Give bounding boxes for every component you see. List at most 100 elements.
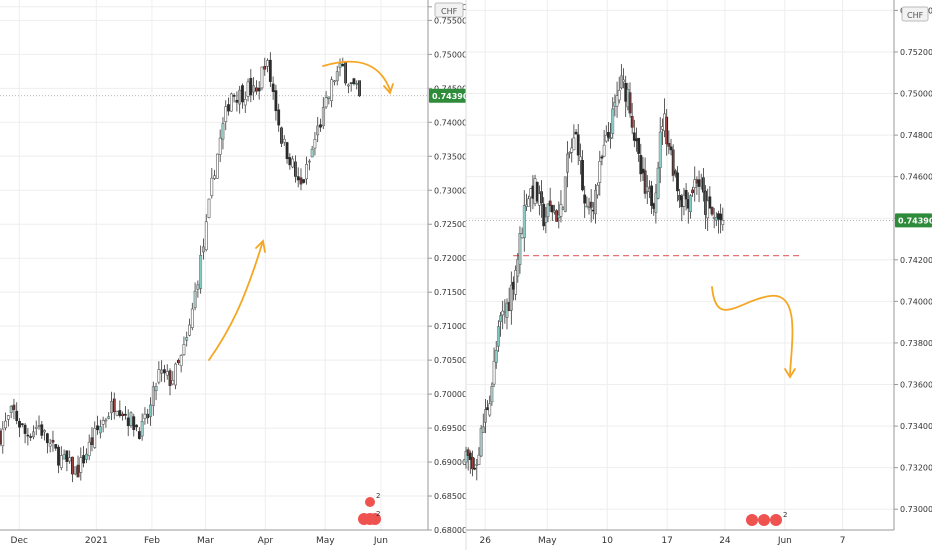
candle [135,424,138,432]
candle [313,132,317,156]
candle [210,168,214,199]
candle-body [697,179,701,187]
candle [609,122,612,149]
candle-body [721,220,725,225]
candle [535,181,539,204]
candle [490,382,494,406]
candle [252,77,256,101]
candle [185,331,189,347]
candle-body [583,194,587,204]
candle [132,413,136,437]
price-tag-bg [895,213,932,228]
candle [335,65,339,86]
candle [96,415,99,435]
ytick-label: 0.73600 [900,381,932,390]
candle [249,69,253,103]
candle-body [229,93,233,112]
left-currency-badge: CHF [434,2,464,18]
candle-body [232,95,236,97]
xtick-label: 17 [661,536,672,546]
event-icon[interactable] [746,514,758,526]
ytick-label: 0.72500 [434,220,467,229]
left-currency-label: CHF [441,7,458,16]
candle-body [527,198,530,207]
event-icon[interactable] [369,513,381,525]
drop-arrow-head [784,368,796,379]
candle [689,194,692,219]
candle [101,416,105,433]
event-icon[interactable] [365,497,375,507]
candle [327,96,331,105]
candle [574,128,578,135]
candle [316,116,320,143]
candle-body [65,450,69,462]
candle [701,167,705,202]
candle [277,103,281,132]
candle [62,449,66,460]
candle [15,402,19,425]
candle-body [632,132,636,141]
candle [349,82,353,92]
candle-body [296,176,300,181]
candle [190,302,194,331]
candle [280,126,283,147]
candle [496,320,500,352]
candle [708,186,712,209]
candle-body [574,131,578,135]
candle-body [23,424,27,434]
candle-body [132,416,136,430]
candle [29,433,33,441]
candle [548,187,552,213]
left-yaxis: 0.68000 0.68500 0.69000 0.69500 0.70000 0.705… [428,3,467,535]
candle [527,195,530,207]
candle [673,168,677,178]
candle [54,444,58,451]
candle-body [29,436,33,438]
candle [196,280,200,298]
xtick-label: 10 [602,536,614,546]
event-icon[interactable] [758,514,770,526]
candle [355,80,359,90]
candle-body [473,467,477,470]
candle-body [282,138,286,143]
right-yaxis: 0.73000 0.73200 0.73400 0.73600 0.73800 0.740… [894,6,932,514]
candle [572,124,576,151]
candle [632,119,636,148]
candle [32,425,35,440]
candle [479,424,483,458]
candle [110,391,113,421]
event-icon[interactable] [770,514,782,526]
candle-body [45,433,49,444]
candle [160,360,164,382]
candle-body [126,417,130,427]
candle [719,203,723,234]
candle [0,427,2,447]
candle-body [650,185,653,206]
candle [51,430,55,452]
candle [607,122,610,142]
candle-body [352,78,356,85]
ytick-label: 0.73800 [900,339,932,348]
ytick-label: 0.71000 [434,322,467,331]
xtick-label: 24 [719,536,731,546]
candle [165,364,169,380]
candle [693,166,697,202]
candle [473,457,477,471]
candle-body [137,431,141,439]
down-curve-arrow-head [383,83,394,95]
candle [179,354,183,373]
candle [518,226,522,274]
candle [224,100,228,131]
ytick-label: 0.73200 [900,464,932,473]
candle-body [288,157,292,166]
candle [468,450,472,474]
candle [319,118,322,132]
candle-body [581,160,584,191]
candle [617,76,621,104]
candle-body [215,153,219,179]
candle [221,117,225,150]
candle [288,153,292,170]
candle-body [333,80,336,83]
candle [207,198,211,219]
